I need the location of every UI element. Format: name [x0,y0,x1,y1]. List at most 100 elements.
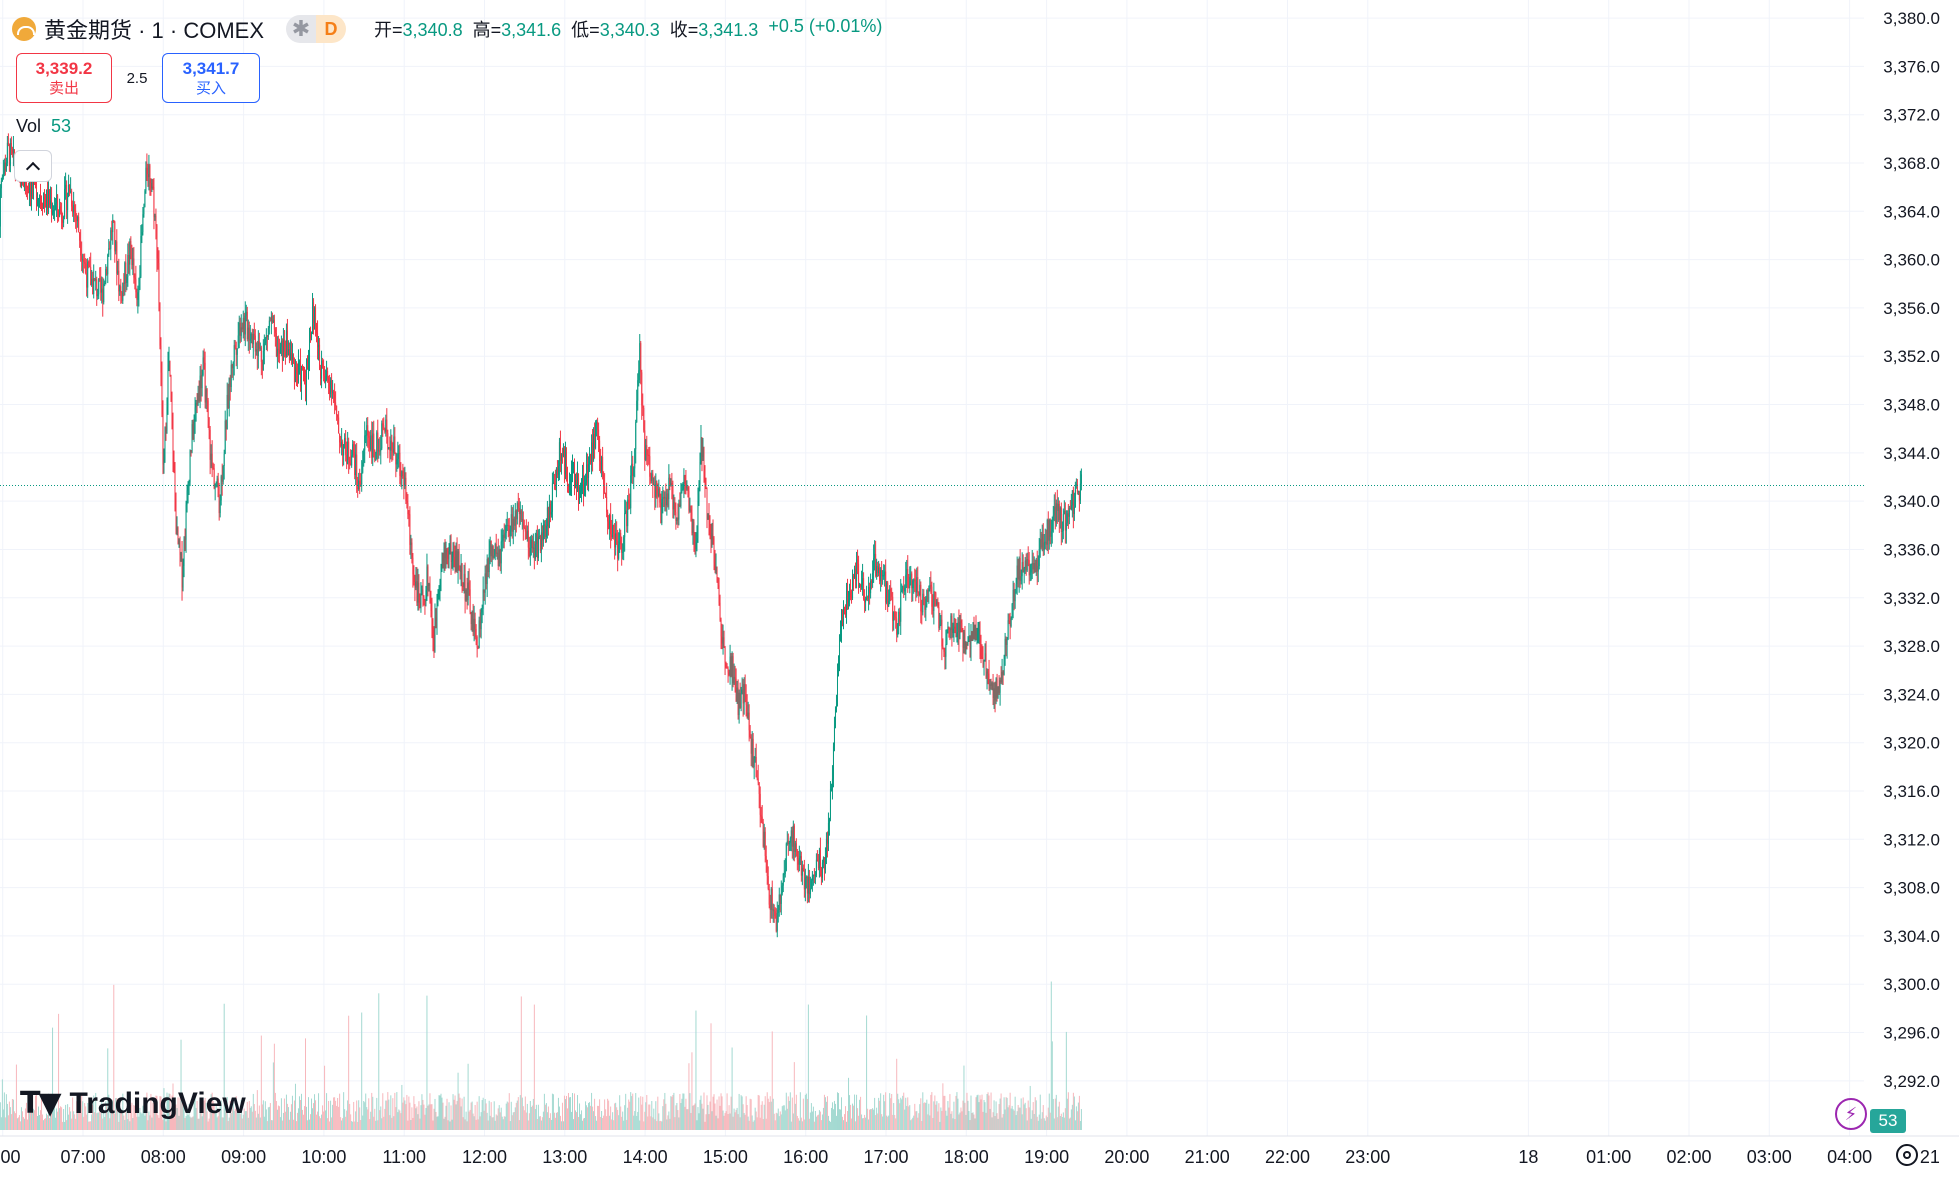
volume-bar [762,1119,764,1130]
candle-body [734,677,736,679]
volume-bar [896,1058,898,1130]
volume-bar [715,1115,717,1130]
candle-body [219,500,221,514]
volume-bar [735,1109,737,1130]
volume-bar [917,1117,919,1130]
volume-bar [3,1092,5,1130]
volume-bar [903,1092,905,1130]
volume-bar [187,1114,189,1130]
volume-bar [266,1121,268,1130]
candle-body [809,888,811,895]
tradingview-logo[interactable]: T▼ TradingView [20,1086,246,1121]
sell-button[interactable]: 3,339.2 卖出 [16,53,112,103]
volume-bar [1006,1097,1008,1130]
volume-bar [525,1112,527,1130]
collapse-legend-button[interactable] [14,150,52,182]
candle-body [887,582,889,607]
volume-legend[interactable]: Vol 53 [16,116,71,137]
volume-bar [612,1112,614,1130]
candle-body [979,629,981,649]
candle-body [495,543,497,554]
volume-bar [407,1120,409,1130]
buy-button[interactable]: 3,341.7 买入 [162,53,260,103]
volume-bar [411,1107,413,1130]
candle-body [369,437,371,450]
volume-bar [623,1120,625,1130]
volume-bar [812,1106,814,1130]
volume-bar [667,1115,669,1130]
candle-body [672,485,674,510]
candle-body [344,437,346,445]
candle-body [878,567,880,574]
price-axis: 3,292.03,296.03,300.03,304.03,308.03,312… [1864,0,1959,1180]
candle-body [439,581,441,588]
volume-bar [731,1047,733,1130]
candle-body [304,382,306,392]
candle-body [0,181,2,189]
volume-bar [245,1111,247,1130]
volume-bar [628,1099,630,1130]
volume-bar [746,1105,748,1130]
volume-bar [764,1096,766,1130]
lightning-icon[interactable]: ⚡ [1835,1098,1867,1130]
volume-bar [865,1117,867,1130]
time-tick-label: 11:00 [382,1147,426,1167]
volume-bar [82,1101,84,1130]
candle-body [117,270,119,274]
candle-body [1021,562,1023,577]
candle-body [636,400,638,423]
candle-body [623,537,625,552]
candle-body [921,611,923,613]
candle-body [772,909,774,911]
volume-bar [156,1095,158,1130]
volume-bar [691,1052,693,1130]
volume-bar [350,1114,352,1130]
candle-body [513,518,515,526]
candle-body [1048,519,1050,541]
volume-bar [890,1098,892,1130]
volume-bar [743,1112,745,1130]
volume-bar [742,1104,744,1130]
volume-bar [862,1118,864,1130]
volume-bar [732,1116,734,1130]
candle-body [784,870,786,874]
asterisk-icon: ✱ [286,15,317,43]
candle-body [140,236,142,277]
candle-body [972,625,974,638]
candle-body [442,558,444,562]
candle-body [526,530,528,540]
candle-body [699,461,701,484]
volume-bar [853,1105,855,1130]
volume-bar [693,1105,695,1130]
candle-body [194,407,196,422]
volume-bar [991,1117,993,1130]
volume-bar [130,1104,132,1130]
volume-bar [963,1065,965,1130]
volume-bar [617,1109,619,1130]
candle-body [425,590,427,602]
candle-body [980,648,982,657]
candle-body [45,199,47,208]
volume-bar [85,1106,87,1130]
price-tick-label: 3,356.0 [1883,299,1940,318]
volume-bar [1018,1107,1020,1130]
market-status-badges[interactable]: ✱ D [286,15,347,43]
volume-bar [608,1100,610,1130]
candle-body [1028,560,1030,576]
candle-body [730,656,732,677]
volume-bar [54,1106,56,1130]
volume-bar [842,1116,844,1130]
volume-bar [857,1108,859,1130]
candle-body [769,904,771,910]
candle-body [508,525,510,537]
volume-bar [548,1117,550,1130]
volume-bar [1075,1106,1077,1130]
symbol-title[interactable]: 黄金期货 · 1 · COMEX [44,18,265,43]
volume-bar [417,1114,419,1130]
candle-body [615,533,617,548]
gear-icon[interactable] [1896,1144,1918,1166]
volume-bar [1061,1116,1063,1130]
volume-bar [626,1119,628,1130]
candle-body [854,568,856,578]
